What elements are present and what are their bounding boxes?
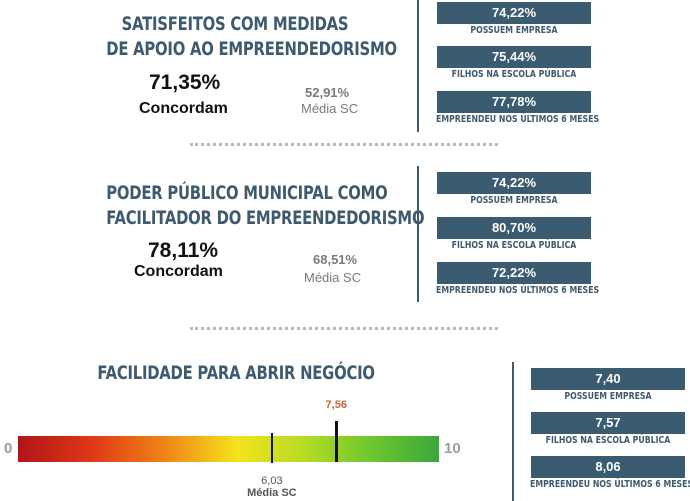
section1-stat-1: 74,22% POSSUEM EMPRESA	[437, 2, 614, 38]
section1-avg-label: Média SC	[301, 101, 359, 116]
section2-stat-3: 72,22% EMPREENDEU NOS ÚLTIMOS 6 MESES	[436, 262, 614, 298]
section2-title: PODER PÚBLICO MUNICIPAL COMO FACILITADOR…	[106, 181, 425, 231]
stat-label: EMPREENDEU NOS ÚLTIMOS 6 MESES	[436, 114, 600, 125]
stat-label: FILHOS NA ESCOLA PÚBLICA	[451, 69, 577, 80]
section3-stat-1: 7,40 POSSUEM EMPRESA	[531, 368, 690, 404]
scale-min-label: 0	[4, 440, 13, 457]
section3-stat-3: 8,06 EMPREENDEU NOS ÚLTIMOS 6 MESES	[530, 456, 690, 492]
dotted-separator-2	[190, 327, 498, 330]
section1-title: SATISFEITOS COM MEDIDAS DE APOIO AO EMPR…	[106, 12, 397, 62]
section2-percent: 78,11%	[148, 239, 219, 262]
section2-avg-value: 68,51%	[313, 252, 358, 267]
stat-label: EMPREENDEU NOS ÚLTIMOS 6 MESES	[436, 285, 600, 296]
stat-label: FILHOS NA ESCOLA PÚBLICA	[451, 240, 577, 251]
dotted-separator-1	[190, 143, 498, 146]
section1-percent: 71,35%	[149, 71, 221, 94]
stat-value: 77,78%	[437, 91, 591, 113]
section1-title-line2: DE APOIO AO EMPREENDEDORISMO	[106, 38, 397, 60]
avg-marker	[270, 433, 273, 463]
stat-label: EMPREENDEU NOS ÚLTIMOS 6 MESES	[530, 479, 690, 490]
section1-stat-3: 77,78% EMPREENDEU NOS ÚLTIMOS 6 MESES	[436, 91, 614, 127]
section2-stat-2: 80,70% FILHOS NA ESCOLA PÚBLICA	[437, 217, 614, 253]
stat-value: 8,06	[531, 456, 685, 478]
facility-gradient-scale	[18, 436, 439, 462]
section2-title-line2: FACILITADOR DO EMPREENDEDORISMO	[106, 207, 425, 229]
stat-label: POSSUEM EMPRESA	[564, 391, 652, 402]
stat-value: 74,22%	[437, 2, 591, 24]
score-marker	[334, 421, 338, 462]
avg-marker-value: 6,03	[261, 475, 283, 487]
section1-percent-label: Concordam	[139, 100, 228, 117]
stat-label: POSSUEM EMPRESA	[470, 25, 558, 36]
section3-divider-line	[512, 362, 514, 501]
stat-value: 74,22%	[437, 172, 591, 194]
section2-percent-label: Concordam	[134, 263, 223, 280]
section1-stat-2: 75,44% FILHOS NA ESCOLA PÚBLICA	[437, 46, 614, 82]
section1-title-line1: SATISFEITOS COM MEDIDAS	[121, 13, 349, 35]
stat-label: FILHOS NA ESCOLA PÚBLICA	[545, 435, 671, 446]
stat-value: 75,44%	[437, 46, 591, 68]
stat-value: 80,70%	[437, 217, 591, 239]
score-label: 7,56	[325, 399, 347, 411]
stat-value: 72,22%	[437, 262, 591, 284]
section2-stat-1: 74,22% POSSUEM EMPRESA	[437, 172, 614, 208]
section2-avg-label: Média SC	[304, 270, 362, 285]
stat-label: POSSUEM EMPRESA	[470, 195, 558, 206]
avg-marker-label: Média SC	[247, 487, 297, 499]
scale-max-label: 10	[444, 440, 461, 457]
section3-title: FACILIDADE PARA ABRIR NEGÓCIO	[97, 362, 375, 384]
section3-stat-2: 7,57 FILHOS NA ESCOLA PÚBLICA	[531, 412, 690, 448]
stat-value: 7,40	[531, 368, 685, 390]
section1-avg-value: 52,91%	[305, 85, 350, 100]
section1-divider-line	[417, 0, 419, 132]
stat-value: 7,57	[531, 412, 685, 434]
section2-title-line1: PODER PÚBLICO MUNICIPAL COMO	[106, 182, 388, 204]
section2-divider-line	[417, 166, 419, 302]
